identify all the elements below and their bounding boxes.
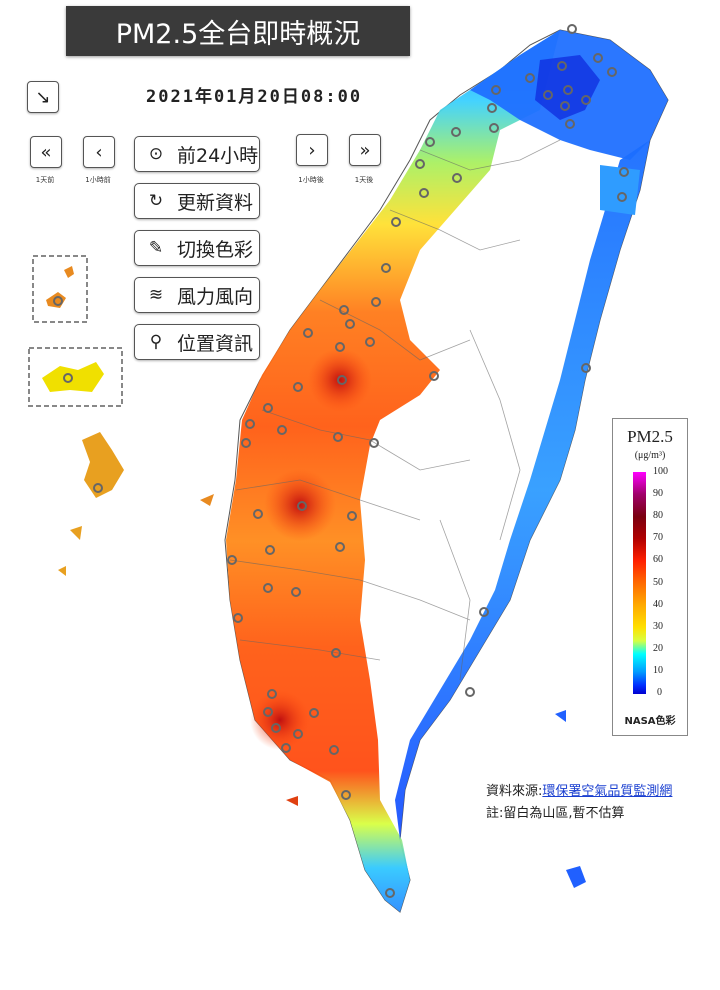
double-chevron-right-icon: » — [359, 139, 371, 161]
double-chevron-left-icon: « — [40, 141, 52, 163]
chevron-right-icon: › — [308, 139, 316, 161]
wind-button[interactable]: ≋ 風力風向 — [134, 277, 260, 313]
wind-icon: ≋ — [148, 285, 164, 305]
legend-tick: 70 — [653, 532, 663, 543]
monitoring-stations — [53, 24, 629, 898]
legend-tick: 40 — [653, 599, 663, 610]
color-legend: PM2.5 (μg/m³) 100 90 80 70 60 50 40 30 2… — [612, 418, 688, 736]
source-label: 資料來源: — [486, 784, 543, 799]
hour-back-caption: 1小時前 — [85, 176, 111, 184]
county-boundaries — [229, 139, 561, 681]
legend-tick: 50 — [653, 577, 663, 588]
paintbrush-icon: ✎ — [148, 238, 164, 258]
refresh-button[interactable]: ↻ 更新資料 — [134, 183, 260, 219]
liuqiu-island — [286, 796, 298, 806]
penghu-islands — [82, 432, 124, 498]
day-back-caption: 1天前 — [35, 176, 55, 184]
switch-colors-button[interactable]: ✎ 切換色彩 — [134, 230, 260, 266]
legend-tick: 60 — [653, 554, 663, 565]
legend-title: PM2.5 — [627, 427, 673, 446]
timestamp: 2021年01月20日08:00 — [146, 87, 363, 107]
past-24h-label: 前24小時 — [177, 144, 259, 167]
refresh-label: 更新資料 — [177, 191, 254, 214]
hour-forward-button[interactable]: › — [296, 134, 328, 166]
orchid-island — [566, 866, 586, 888]
legend-tick: 30 — [653, 621, 663, 632]
source-link[interactable]: 環保署空氣品質監測網 — [542, 784, 673, 799]
arrow-down-right-icon: ↘ — [35, 86, 51, 108]
data-source-note: 資料來源:環保署空氣品質監測網 註:留白為山區,暫不估算 — [486, 781, 672, 825]
legend-tick: 100 — [653, 466, 668, 477]
hour-back-button[interactable]: ‹ — [83, 136, 115, 168]
legend-tick: 80 — [653, 510, 663, 521]
green-island — [555, 710, 566, 722]
day-forward-caption: 1天後 — [354, 176, 374, 184]
west-pm25-field — [226, 30, 560, 912]
legend-tick: 90 — [653, 488, 663, 499]
map-pin-icon: ⚲ — [149, 332, 163, 352]
day-back-button[interactable]: « — [30, 136, 62, 168]
kinmen-inset — [28, 347, 123, 407]
legend-color-bar — [633, 472, 646, 694]
play-circle-icon: ⊙ — [148, 144, 164, 164]
page-title: PM2.5全台即時概況 — [66, 6, 410, 56]
east-pm25-field — [395, 140, 650, 840]
location-label: 位置資訊 — [177, 332, 254, 355]
chevron-left-icon: ‹ — [95, 141, 103, 163]
legend-tick: 20 — [653, 643, 663, 654]
past-24h-button[interactable]: ⊙ 前24小時 — [134, 136, 260, 172]
matsu-inset — [32, 255, 88, 323]
collapse-panel-button[interactable]: ↘ — [27, 81, 59, 113]
legend-unit: (μg/m³) — [634, 450, 666, 461]
hour-forward-caption: 1小時後 — [298, 176, 324, 184]
switch-colors-label: 切換色彩 — [177, 238, 254, 261]
location-button[interactable]: ⚲ 位置資訊 — [134, 324, 260, 360]
legend-tick: 0 — [657, 687, 662, 698]
legend-tick: 10 — [653, 665, 663, 676]
mountain-note: 註:留白為山區,暫不估算 — [486, 806, 625, 821]
refresh-icon: ↻ — [148, 191, 164, 211]
day-forward-button[interactable]: » — [349, 134, 381, 166]
wind-label: 風力風向 — [177, 285, 254, 308]
legend-footer: NASA色彩 — [624, 716, 676, 727]
